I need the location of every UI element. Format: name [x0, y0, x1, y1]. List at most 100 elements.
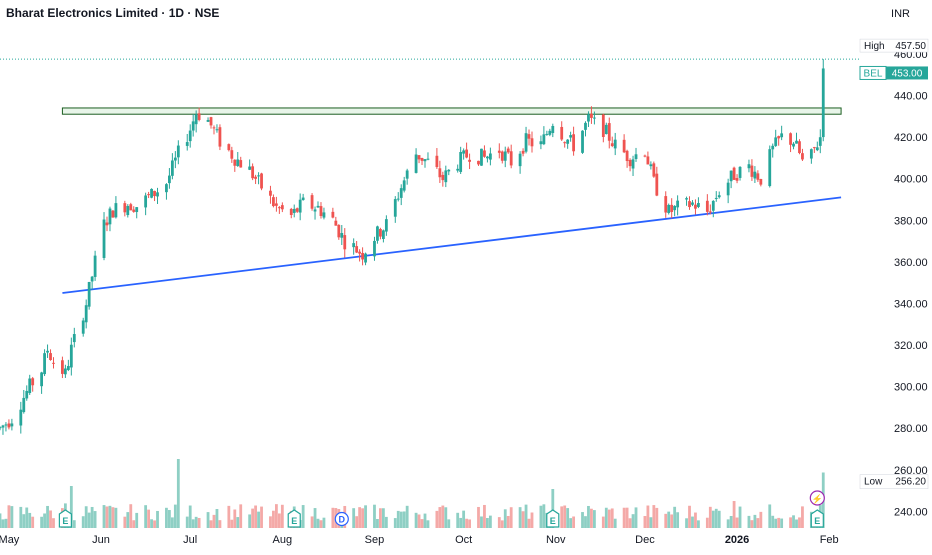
volume-bar: [530, 512, 534, 528]
candle-body: [87, 281, 91, 307]
candle-body: [548, 130, 552, 135]
volume-bar: [560, 506, 564, 528]
candle-body: [25, 390, 29, 399]
volume-bars: [0, 459, 825, 528]
candle-body: [277, 207, 281, 209]
candle-body: [459, 151, 463, 172]
volume-bar: [126, 512, 130, 528]
y-tick-label: 280.00: [894, 423, 928, 435]
candle-body: [780, 133, 784, 138]
low-label-box: [859, 474, 929, 489]
volume-bar: [379, 508, 382, 528]
price-labels: High 457.50 BEL 453.00 Low 256.20: [859, 38, 929, 489]
volume-bar: [705, 517, 709, 528]
candle-body: [697, 203, 700, 207]
volume-bar: [209, 520, 213, 528]
candle-body: [798, 141, 801, 154]
candle-body: [173, 157, 177, 161]
volume-bar: [331, 507, 335, 528]
candle-body: [646, 156, 650, 165]
x-tick-label: Nov: [546, 534, 566, 546]
volume-bar: [153, 520, 156, 528]
volume-bar: [319, 520, 323, 528]
volume-bar: [726, 519, 730, 528]
candle-body: [19, 409, 23, 426]
candle-body: [509, 151, 513, 166]
volume-bar: [254, 505, 257, 528]
volume-bar: [691, 516, 694, 528]
candle-body: [753, 171, 757, 179]
volume-bar: [108, 505, 112, 528]
candle-body: [423, 159, 427, 162]
volume-bar: [49, 510, 52, 528]
currency-label: INR: [891, 8, 910, 20]
candle-body: [417, 155, 421, 160]
candle-body: [129, 204, 133, 211]
volume-bar: [233, 509, 237, 528]
volume-bar: [717, 510, 721, 528]
candle-body: [634, 154, 638, 160]
volume-bar: [456, 512, 460, 528]
candle-body: [694, 204, 697, 209]
x-tick-label: Oct: [455, 534, 472, 546]
candle-body: [373, 240, 376, 257]
candle-body: [123, 203, 127, 213]
candle-body: [649, 164, 653, 167]
high-label-box: [859, 38, 929, 53]
volume-bar: [251, 508, 255, 528]
volume-bar: [444, 507, 448, 528]
last-price-text: 453.00: [892, 68, 923, 79]
volume-bar: [393, 518, 397, 528]
candle-body: [652, 163, 656, 177]
candle-body: [144, 195, 148, 208]
volume-bar: [459, 517, 463, 528]
volume-bar: [714, 508, 718, 528]
candle-body: [711, 200, 715, 211]
candle-body: [218, 127, 222, 147]
candle-body: [688, 201, 691, 208]
volume-bar: [607, 509, 611, 528]
candle-body: [31, 378, 35, 386]
candle-body: [465, 149, 469, 158]
volume-bar: [194, 516, 198, 528]
x-tick-label: May: [0, 534, 20, 546]
candle-body: [132, 209, 136, 212]
candle-body: [601, 114, 605, 137]
volume-bar: [771, 515, 775, 528]
price-axis[interactable]: 240.00 260.00 280.00 300.00 320.00 340.00 360.…: [894, 49, 928, 518]
candle-body: [426, 158, 430, 160]
resistance-zone[interactable]: [61, 107, 842, 115]
volume-bar: [227, 505, 231, 528]
support-trendline[interactable]: [62, 196, 842, 294]
candle-body: [63, 368, 67, 375]
volume-bar: [732, 501, 736, 528]
earnings-letter: E: [62, 516, 68, 526]
candle-body: [292, 208, 296, 213]
candle-body: [795, 140, 798, 144]
candle-body: [587, 114, 590, 122]
candle-body: [572, 134, 576, 152]
volume-bar: [72, 520, 76, 528]
high-value-text: 457.50: [895, 41, 926, 52]
flash-icon: ⚡: [809, 490, 825, 506]
candle-body: [673, 205, 677, 211]
x-tick-label: Sep: [365, 534, 385, 546]
time-axis[interactable]: May Jun Jul Aug Sep Oct Nov Dec 2026 Feb: [0, 534, 839, 546]
candle-body: [212, 127, 216, 129]
candle-body: [738, 166, 742, 178]
candle-body: [756, 173, 760, 180]
volume-bar: [539, 505, 543, 528]
y-tick-label: 320.00: [894, 340, 928, 352]
candle-body: [93, 255, 97, 277]
event-markers: E E D E E ⚡: [58, 490, 825, 528]
y-tick-label: 240.00: [894, 506, 928, 518]
candle-body: [527, 134, 531, 139]
candle-body: [46, 350, 49, 353]
volume-bar: [643, 516, 647, 528]
volume-bar: [10, 506, 14, 528]
volume-bar: [646, 505, 650, 528]
candle-body: [691, 202, 694, 205]
y-tick-label: 400.00: [894, 174, 928, 186]
